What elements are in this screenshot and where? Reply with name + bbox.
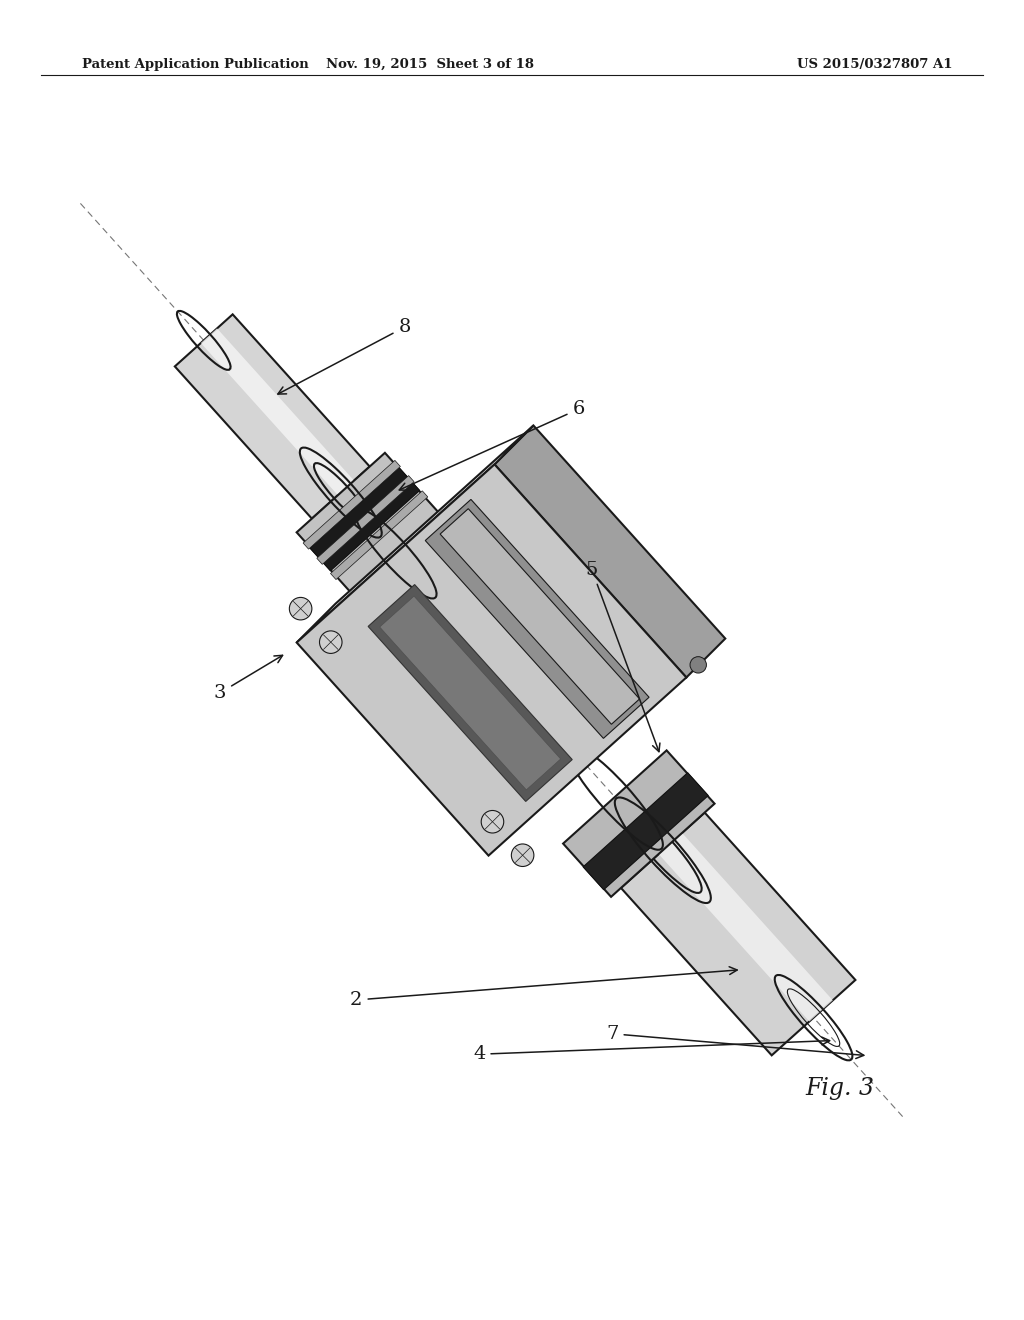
- Circle shape: [290, 598, 312, 620]
- Text: Patent Application Publication: Patent Application Publication: [82, 58, 308, 71]
- Polygon shape: [563, 750, 715, 896]
- Polygon shape: [201, 329, 354, 495]
- Text: 2: 2: [350, 966, 737, 1008]
- Text: 3: 3: [214, 655, 283, 702]
- Polygon shape: [621, 813, 855, 1056]
- Polygon shape: [297, 425, 534, 643]
- Text: 7: 7: [606, 1024, 864, 1059]
- Text: 4: 4: [473, 1038, 829, 1063]
- Text: 5: 5: [586, 561, 659, 751]
- Polygon shape: [175, 314, 370, 519]
- Polygon shape: [316, 475, 414, 565]
- Text: US 2015/0327807 A1: US 2015/0327807 A1: [797, 58, 952, 71]
- Polygon shape: [440, 508, 640, 725]
- Text: Nov. 19, 2015  Sheet 3 of 18: Nov. 19, 2015 Sheet 3 of 18: [326, 58, 535, 71]
- Text: 6: 6: [399, 400, 585, 490]
- Polygon shape: [380, 597, 561, 789]
- Circle shape: [319, 631, 342, 653]
- Polygon shape: [425, 499, 649, 738]
- Polygon shape: [331, 491, 428, 579]
- Polygon shape: [297, 465, 686, 855]
- Polygon shape: [658, 833, 833, 1022]
- Polygon shape: [583, 772, 709, 890]
- Polygon shape: [303, 461, 400, 549]
- Text: Fig. 3: Fig. 3: [805, 1077, 874, 1100]
- Polygon shape: [369, 585, 572, 801]
- Polygon shape: [297, 453, 439, 593]
- Polygon shape: [310, 467, 420, 570]
- Circle shape: [511, 843, 534, 866]
- Text: 8: 8: [278, 318, 411, 395]
- Polygon shape: [495, 425, 725, 677]
- Circle shape: [481, 810, 504, 833]
- Circle shape: [690, 656, 707, 673]
